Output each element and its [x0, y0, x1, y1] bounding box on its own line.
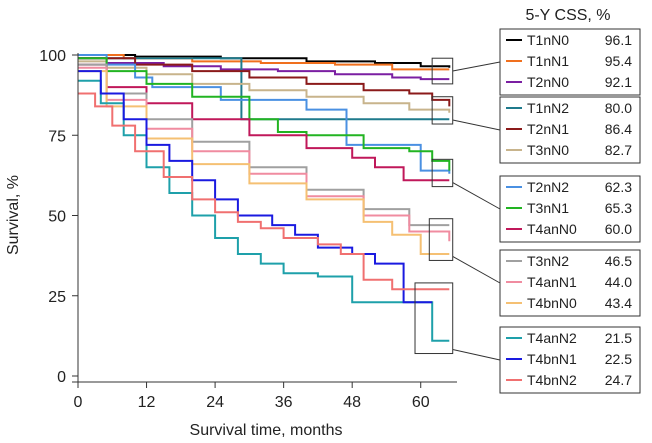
legend-label-t4bnn1: T4bnN1 [527, 351, 577, 367]
highlight-boxes [414, 57, 454, 355]
legend-box-3 [499, 175, 641, 243]
series-lines [78, 54, 451, 342]
legend-label-t4ann1: T4anN1 [527, 274, 577, 290]
series-line-t4ann0 [78, 63, 450, 182]
y-tick-label-75: 75 [48, 128, 66, 145]
y-tick-label-100: 100 [39, 48, 66, 65]
series-line-t1nn0 [78, 54, 451, 68]
legend-value-t4ann0: 60.0 [605, 221, 632, 237]
legend-label-t4ann2: T4anN2 [527, 330, 577, 346]
legend-value-t2nn2: 62.3 [605, 179, 632, 195]
legend-value-t4bnn2: 24.7 [605, 372, 632, 388]
x-tick-label-60: 60 [412, 394, 430, 411]
legend-value-t3nn2: 46.5 [605, 253, 632, 269]
legend-value-t4bnn1: 22.5 [605, 351, 632, 367]
legend-value-t4bnn0: 43.4 [605, 295, 632, 311]
legend-value-t4ann2: 21.5 [605, 330, 632, 346]
legend-label-t1nn1: T1nN1 [527, 53, 569, 69]
legend-label-t3nn2: T3nN2 [527, 253, 569, 269]
highlight-box-2 [431, 96, 454, 125]
legend-box-5 [499, 326, 641, 394]
series-line-t4bnn2 [78, 92, 450, 291]
y-tick-label-0: 0 [57, 369, 66, 386]
legend-connector-5 [452, 349, 501, 361]
legend-connector-1 [452, 61, 501, 72]
legend-value-t1nn0: 96.1 [605, 32, 632, 48]
legend-box-2 [499, 96, 641, 164]
legend-label-t1nn0: T1nN0 [527, 32, 569, 48]
legend-title: 5-Y CSS, % [525, 7, 610, 24]
x-tick-label-24: 24 [206, 394, 224, 411]
series-line-t3nn1 [78, 57, 451, 171]
legend-label-t3nn0: T3nN0 [527, 142, 569, 158]
legend-label-t4bnn2: T4bnN2 [527, 372, 577, 388]
legend-connector-4 [452, 256, 501, 284]
legend-value-t3nn0: 82.7 [605, 142, 632, 158]
series-line-t2nn1 [78, 57, 451, 107]
axes: 0 25 50 75 100 0 12 24 36 48 60 [39, 48, 457, 411]
legend-label-t2nn0: T2nN0 [527, 74, 569, 90]
legend-label-t1nn2: T1nN2 [527, 100, 569, 116]
legend-label-t2nn2: T2nN2 [527, 179, 569, 195]
highlight-box-3 [431, 158, 454, 188]
legend-box-1 [499, 28, 641, 96]
legend: T1nN0 96.1 T1nN1 95.4 T2nN0 92.1 T1nN2 80.0 T2nN… [452, 28, 641, 394]
legend-value-t3nn1: 65.3 [605, 200, 632, 216]
y-tick-label-25: 25 [48, 289, 66, 306]
x-axis-label: Survival time, months [190, 422, 343, 439]
legend-label-t3nn1: T3nN1 [527, 200, 569, 216]
series-line-t1nn2 [78, 57, 450, 121]
legend-value-t1nn2: 80.0 [605, 100, 632, 116]
legend-value-t2nn1: 86.4 [605, 121, 632, 137]
x-tick-label-12: 12 [138, 394, 156, 411]
series-line-t2nn2 [78, 54, 451, 174]
series-line-t3nn0 [78, 60, 451, 113]
highlight-box-5 [414, 282, 454, 355]
legend-label-t4bnn0: T4bnN0 [527, 295, 577, 311]
series-line-t4bnn0 [78, 70, 450, 255]
x-tick-label-48: 48 [343, 394, 361, 411]
legend-connector-3 [452, 182, 501, 210]
legend-value-t2nn0: 92.1 [605, 74, 632, 90]
x-tick-label-36: 36 [275, 394, 293, 411]
y-axis-label: Survival, % [5, 175, 22, 255]
legend-value-t1nn1: 95.4 [605, 53, 632, 69]
x-tick-label-0: 0 [74, 394, 83, 411]
legend-value-t4ann1: 44.0 [605, 274, 632, 290]
y-tick-label-50: 50 [48, 209, 66, 226]
legend-label-t2nn1: T2nN1 [527, 121, 569, 137]
legend-connector-2 [452, 119, 501, 131]
legend-label-t4ann0: T4anN0 [527, 221, 577, 237]
highlight-box-4 [428, 218, 454, 261]
